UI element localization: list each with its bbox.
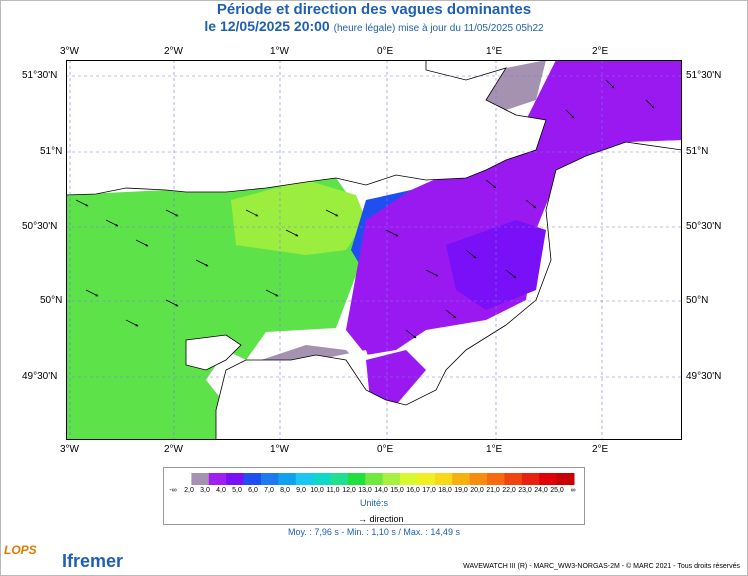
lat-label-right-51: 51°N	[686, 146, 709, 157]
lat-label-right-50-30: 50°30'N	[686, 221, 722, 232]
legend	[163, 467, 585, 525]
lon-label-top-0e: 0°E	[377, 46, 394, 57]
legend-value: 9,0	[296, 487, 306, 494]
color-swatch	[521, 473, 540, 485]
legend-value: 7,0	[264, 487, 274, 494]
land-france	[215, 141, 682, 440]
color-swatch	[260, 473, 279, 485]
color-swatch	[330, 473, 349, 485]
color-swatch	[417, 473, 436, 485]
legend-value: 2,0	[184, 487, 194, 494]
legend-value: -∞	[169, 487, 177, 494]
lon-label-bottom-2e: 2°E	[592, 444, 609, 455]
legend-value: 14,0	[374, 487, 388, 494]
lon-label-bottom-0e: 0°E	[377, 444, 394, 455]
land-england	[66, 60, 547, 196]
direction-arrow-icon: →	[358, 514, 370, 524]
lon-label-top-1w: 1°W	[270, 46, 289, 57]
legend-value: 4,0	[216, 487, 226, 494]
color-swatch	[295, 473, 314, 485]
legend-value: 23,0	[518, 487, 532, 494]
legend-value: 8,0	[280, 487, 290, 494]
legend-value: 24,0	[534, 487, 548, 494]
direction-label: direction	[369, 514, 404, 524]
lon-label-bottom-3w: 3°W	[60, 444, 79, 455]
legend-value: 22,0	[502, 487, 516, 494]
color-swatch	[365, 473, 384, 485]
wave-period-map[interactable]	[66, 60, 682, 440]
lat-label-left-51-30: 51°30'N	[22, 70, 58, 81]
color-swatch	[278, 473, 297, 485]
legend-value: 18,0	[438, 487, 452, 494]
map-subtitle: le 12/05/2025 20:00 (heure légale) mise …	[0, 18, 748, 34]
legend-value: 11,0	[326, 487, 340, 494]
color-swatch	[226, 473, 245, 485]
legend-value: 10,0	[310, 487, 324, 494]
legend-value: 19,0	[454, 487, 468, 494]
subtitle-date: le 12/05/2025 20:00	[204, 18, 330, 34]
color-swatch	[487, 473, 505, 485]
direction-legend: → direction	[358, 514, 404, 524]
legend-unit: Unité:s	[359, 498, 388, 508]
color-swatch	[191, 473, 210, 485]
land	[66, 60, 682, 440]
lat-label-right-51-30: 51°30'N	[686, 70, 722, 81]
legend-value: 16,0	[406, 487, 420, 494]
legend-value: 25,0	[550, 487, 564, 494]
map-border	[66, 60, 682, 440]
field-purple-somme	[366, 350, 426, 410]
direction-arrows	[75, 79, 655, 339]
legend-value: 20,0	[470, 487, 484, 494]
legend-value: ∞	[570, 487, 576, 494]
color-scale-bar	[174, 473, 575, 485]
land-cotentin	[185, 334, 242, 371]
color-swatch	[504, 473, 523, 485]
legend-value: 17,0	[422, 487, 436, 494]
color-swatch	[434, 473, 453, 485]
model-credit: WAVEWATCH III (R) - MARC_WW3-NORGAS-2M -…	[463, 563, 740, 570]
color-swatch	[382, 473, 401, 485]
lon-label-top-1e: 1°E	[486, 46, 503, 57]
legend-value: 12,0	[342, 487, 356, 494]
subtitle-note: (heure légale) mise à jour du 11/05/2025…	[333, 23, 544, 34]
lon-label-bottom-2w: 2°W	[164, 444, 183, 455]
color-swatch	[174, 473, 192, 485]
color-swatch	[347, 473, 366, 485]
color-swatch	[539, 473, 558, 485]
color-swatch	[469, 473, 488, 485]
color-swatch	[452, 473, 471, 485]
lon-label-top-3w: 3°W	[60, 46, 79, 57]
lon-label-top-2e: 2°E	[592, 46, 609, 57]
legend-value: 6,0	[248, 487, 258, 494]
color-scale-swatches	[174, 473, 575, 485]
lat-label-right-49-30: 49°30'N	[686, 371, 722, 382]
lon-label-bottom-1e: 1°E	[486, 444, 503, 455]
color-swatch	[400, 473, 418, 485]
lops-logo: LOPS	[4, 543, 37, 557]
lat-label-left-50: 50°N	[40, 295, 63, 306]
lat-label-right-50: 50°N	[686, 295, 709, 306]
field-lightgreen-central	[231, 180, 366, 255]
ifremer-logo: Ifremer	[62, 551, 124, 571]
color-swatch	[243, 473, 262, 485]
color-swatch	[313, 473, 332, 485]
lat-label-left-51: 51°N	[40, 146, 63, 157]
field-purple-north	[506, 60, 682, 160]
legend-value: 5,0	[232, 487, 242, 494]
legend-value: 13,0	[358, 487, 372, 494]
map-statistics: Moy. : 7,96 s - Min. : 1,10 s / Max. : 1…	[288, 527, 460, 537]
lat-label-left-50-30: 50°30'N	[22, 221, 58, 232]
lon-label-bottom-1w: 1°W	[270, 444, 289, 455]
map-title: Période et direction des vagues dominant…	[216, 1, 532, 18]
legend-value: 21,0	[486, 487, 500, 494]
color-swatch	[556, 473, 575, 485]
color-swatch	[208, 473, 227, 485]
lat-label-left-49-30: 49°30'N	[22, 371, 58, 382]
legend-value: 15,0	[390, 487, 404, 494]
lon-label-top-2w: 2°W	[164, 46, 183, 57]
legend-value: 3,0	[200, 487, 210, 494]
